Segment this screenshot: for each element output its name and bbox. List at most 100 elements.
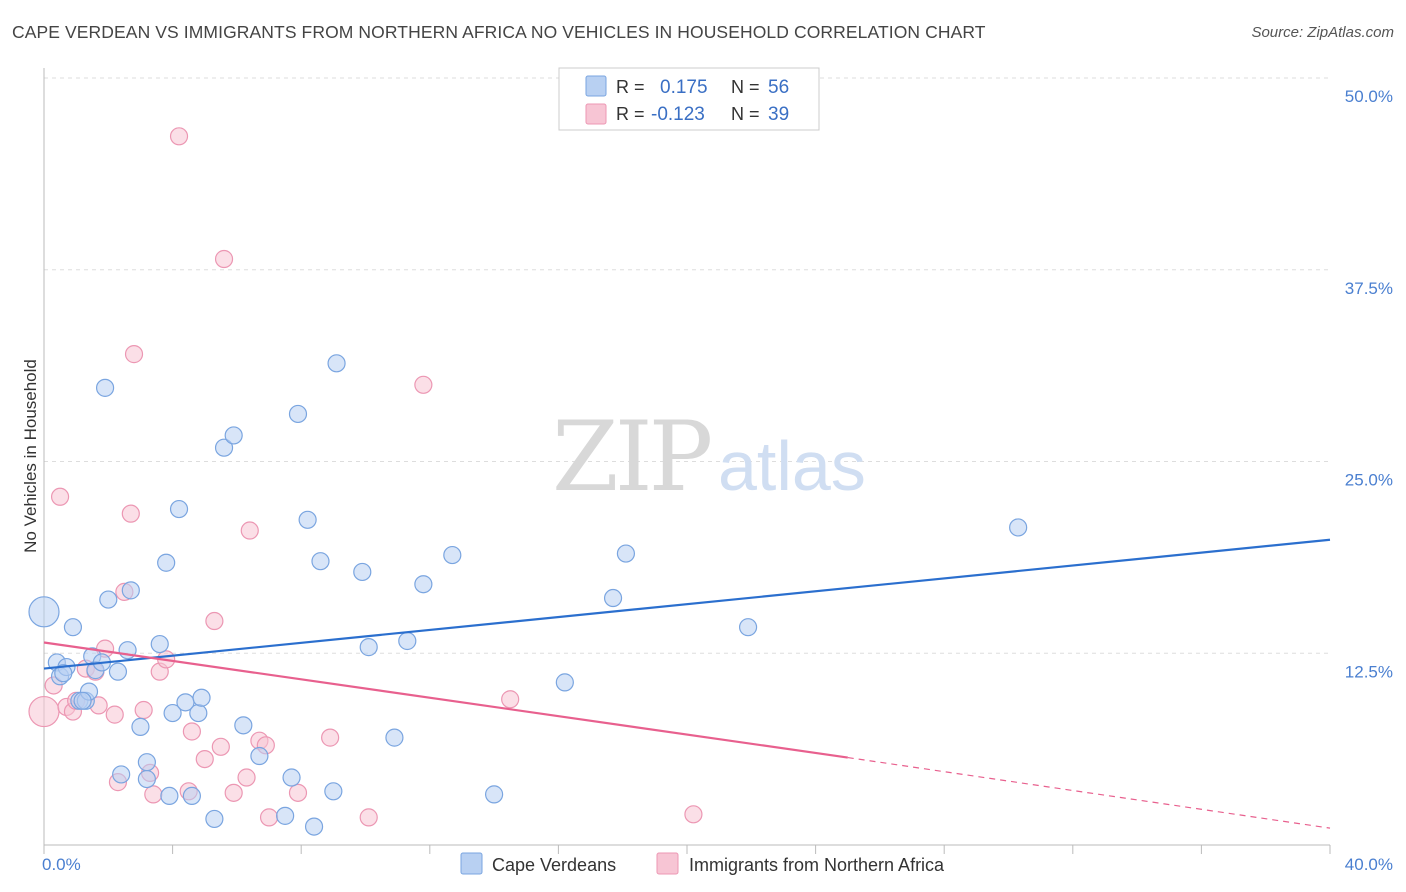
series-immigrants-northern-africa	[28, 127, 703, 827]
cape-verdean-point	[205, 809, 224, 829]
immigrant-point	[105, 705, 124, 724]
legend-n-label: N =	[731, 104, 760, 124]
cape-verdean-point	[603, 588, 623, 608]
watermark-zip: ZIP	[552, 401, 711, 513]
legend-swatch-immigrants	[656, 852, 679, 875]
cape-verdean-point	[214, 438, 234, 457]
cape-verdean-point	[150, 634, 169, 654]
immigrant-point	[211, 737, 230, 756]
y-tick-labels: 12.5% 25.0% 37.5% 50.0%	[1345, 87, 1393, 681]
legend-swatch-pink	[585, 103, 607, 125]
legend-r-label: R =	[616, 77, 645, 97]
cape-verdean-point	[169, 499, 189, 519]
x-tick-label-min: 0.0%	[42, 855, 81, 874]
cape-verdean-point	[137, 769, 156, 789]
cape-verdean-point	[311, 552, 330, 571]
cape-verdean-point	[398, 631, 417, 651]
immigrant-point	[237, 768, 256, 787]
series-cape-verdeans	[28, 354, 1028, 836]
y-tick-label: 50.0%	[1345, 87, 1393, 106]
legend-r-label: R =	[616, 104, 645, 124]
immigrant-point	[359, 808, 378, 827]
cape-verdean-point	[555, 673, 574, 692]
cape-verdean-point	[327, 354, 346, 373]
watermark-atlas: atlas	[718, 427, 866, 505]
grid-lines	[44, 77, 1330, 654]
cape-verdean-point	[121, 581, 140, 600]
immigrant-point	[414, 375, 433, 394]
cape-verdean-point	[160, 786, 179, 806]
legend-label-cape-verdeans: Cape Verdeans	[492, 855, 616, 875]
cape-verdean-point	[131, 717, 150, 736]
immigrant-point	[501, 690, 520, 709]
series-legend: Cape Verdeans Immigrants from Northern A…	[460, 852, 945, 875]
cape-verdean-point	[54, 664, 73, 683]
immigrant-point	[224, 783, 243, 802]
immigrant-point	[169, 127, 189, 146]
cape-verdean-point	[189, 703, 208, 723]
cape-verdean-point	[250, 746, 269, 766]
legend-n-value: 56	[768, 77, 789, 98]
immigrant-point	[134, 700, 153, 720]
y-tick-label: 12.5%	[1345, 662, 1393, 681]
cape-verdean-point	[276, 806, 295, 825]
cape-verdean-point	[288, 404, 308, 424]
immigrant-point	[182, 722, 201, 741]
immigrant-point	[321, 728, 340, 747]
cape-verdean-point	[63, 618, 83, 637]
cape-verdean-point	[224, 426, 243, 445]
cape-verdean-point	[324, 782, 343, 801]
cape-verdean-point	[99, 590, 118, 609]
y-axis-label: No Vehicles in Household	[21, 359, 40, 553]
immigrant-point	[205, 611, 224, 631]
cape-verdean-point	[192, 688, 211, 707]
immigrant-point	[240, 521, 259, 540]
cape-verdean-point	[443, 545, 462, 565]
immigrant-point	[288, 783, 308, 802]
immigrant-point	[259, 808, 279, 827]
legend-swatch-cape-verdeans	[460, 852, 483, 875]
cape-verdean-point	[1009, 518, 1028, 537]
cape-verdean-point	[414, 575, 433, 594]
immigrant-point	[124, 345, 144, 364]
cape-verdean-point	[73, 691, 92, 710]
cape-verdean-point	[616, 544, 636, 563]
cape-verdean-point	[163, 703, 182, 723]
cape-verdean-point	[298, 510, 317, 529]
immigrant-point	[684, 805, 703, 824]
cape-verdean-point	[234, 716, 253, 735]
legend-swatch-blue	[585, 75, 607, 97]
cape-verdean-point	[485, 785, 504, 804]
legend-r-value: -0.123	[651, 104, 705, 125]
cape-verdean-point	[282, 768, 301, 787]
x-tick-labels: 0.0% 40.0%	[42, 855, 1393, 874]
cape-verdean-point	[137, 753, 156, 772]
cape-verdean-point	[95, 378, 115, 397]
chart-title: CAPE VERDEAN VS IMMIGRANTS FROM NORTHERN…	[12, 22, 986, 42]
cape-verdean-point	[353, 562, 372, 582]
immigrant-point	[144, 785, 163, 804]
trend-line-immigrants	[43, 641, 848, 759]
stats-legend: R = 0.175 N = 56 R = -0.123 N = 39	[558, 67, 820, 131]
immigrant-point	[121, 504, 140, 523]
y-tick-label: 37.5%	[1345, 279, 1393, 298]
cape-verdean-point	[157, 553, 176, 572]
cape-verdean-point	[304, 817, 324, 836]
cape-verdean-point	[385, 728, 404, 747]
cape-verdean-point	[108, 662, 128, 681]
y-tick-label: 25.0%	[1345, 471, 1393, 490]
legend-r-value: 0.175	[660, 77, 708, 98]
immigrant-point	[28, 695, 60, 728]
source-credit: Source: ZipAtlas.com	[1251, 24, 1394, 41]
x-tick-label-max: 40.0%	[1345, 855, 1393, 874]
trend-line-immigrants-extrapolated	[847, 756, 1331, 829]
immigrant-point	[214, 249, 234, 269]
immigrant-point	[50, 487, 70, 506]
cape-verdean-point	[112, 765, 131, 784]
cape-verdean-point	[182, 786, 201, 806]
trend-lines	[43, 538, 1331, 829]
legend-n-value: 39	[768, 104, 789, 125]
immigrant-point	[195, 749, 214, 769]
cape-verdean-point	[738, 618, 758, 637]
